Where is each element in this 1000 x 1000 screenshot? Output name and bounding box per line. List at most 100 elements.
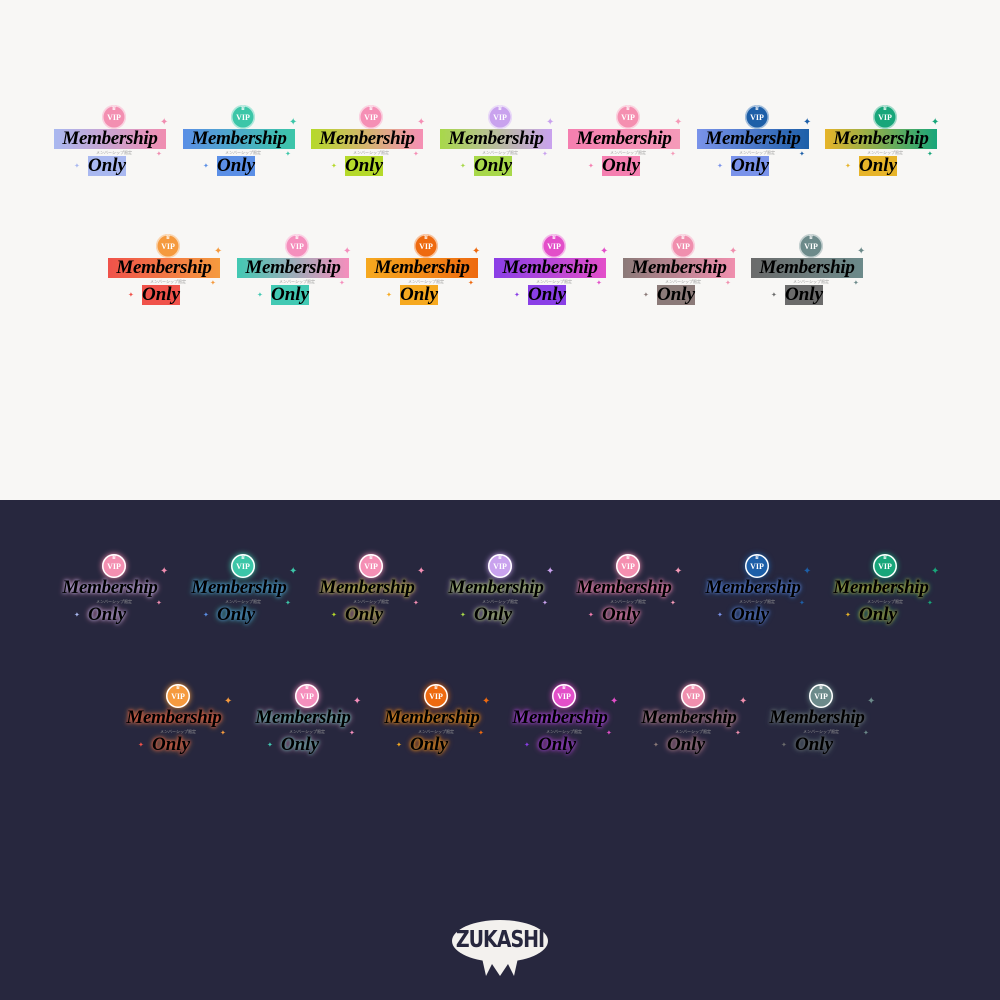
crown-icon: ♛ [433,685,439,691]
sparkle-icon: ✦ [845,162,851,170]
vip-circle-icon: ♛ VIP [488,554,512,578]
membership-text: Membership [311,129,423,149]
sparkle-icon: ✦ [160,566,169,577]
membership-text: Membership [366,258,478,278]
sparkle-icon: ✦ [285,150,291,158]
vip-circle-icon: ♛ VIP [745,554,769,578]
only-text: Only [785,284,823,305]
vip-label: VIP [878,562,892,571]
sparkle-icon: ✦ [289,566,298,577]
only-text: Only [152,734,190,755]
sparkle-icon: ✦ [596,279,602,287]
japanese-subtitle: メンバーシップ限定 [353,150,389,155]
sparkle-icon: ✦ [257,291,263,299]
sparkle-icon: ✦ [546,566,555,577]
sparkle-icon: ✦ [74,162,80,170]
japanese-subtitle: メンバーシップ限定 [793,279,829,284]
sparkle-icon: ✦ [735,729,741,737]
sparkle-icon: ✦ [460,162,466,170]
membership-text: Membership [448,577,544,598]
japanese-subtitle: メンバーシップ限定 [665,279,701,284]
only-text: Only [271,284,309,305]
dark-membership-badge: ♛ VIP Membership メンバーシップ限定 Only ✦ ✦ ✦ [440,554,560,626]
sparkle-icon: ✦ [156,150,162,158]
logo-spikes [482,958,518,976]
vip-label: VIP [804,242,818,251]
sparkle-icon: ✦ [524,741,530,749]
japanese-subtitle: メンバーシップ限定 [610,150,646,155]
sparkle-icon: ✦ [331,162,337,170]
crown-icon: ♛ [625,106,631,112]
sparkle-icon: ✦ [396,741,402,749]
japanese-subtitle: メンバーシップ限定 [418,729,454,734]
light-membership-badge: ♛ VIP Membership メンバーシップ限定 Only ✦ ✦ ✦ [237,234,357,306]
dark-membership-badge: ♛ VIP Membership メンバーシップ限定 Only ✦ ✦ ✦ [183,554,303,626]
membership-text: Membership [54,129,166,149]
japanese-subtitle: メンバーシップ限定 [289,729,325,734]
sparkle-icon: ✦ [203,162,209,170]
vip-circle-icon: ♛ VIP [359,105,383,129]
dark-membership-badge: ♛ VIP Membership メンバーシップ限定 Only ✦ ✦ ✦ [825,554,945,626]
only-text: Only [474,155,512,176]
light-membership-badge: ♛ VIP Membership メンバーシップ限定 Only ✦ ✦ ✦ [108,234,228,306]
membership-text: Membership [319,577,415,598]
japanese-subtitle: メンバーシップ限定 [546,729,582,734]
sparkle-icon: ✦ [339,279,345,287]
japanese-subtitle: メンバーシップ限定 [160,729,196,734]
japanese-subtitle: メンバーシップ限定 [482,150,518,155]
crown-icon: ♛ [754,106,760,112]
crown-icon: ♛ [680,235,686,241]
vip-label: VIP [171,692,185,701]
membership-text: Membership [641,707,737,728]
sparkle-icon: ✦ [867,696,876,707]
vip-label: VIP [878,113,892,122]
sparkle-icon: ✦ [610,696,619,707]
sparkle-icon: ✦ [468,279,474,287]
zukashi-logo: ZUKASHI [452,920,548,976]
sparkle-icon: ✦ [331,611,337,619]
sparkle-icon: ✦ [138,741,144,749]
japanese-subtitle: メンバーシップ限定 [536,279,572,284]
sparkle-icon: ✦ [653,741,659,749]
light-membership-badge: ♛ VIP Membership メンバーシップ限定 Only ✦ ✦ ✦ [54,105,174,177]
vip-circle-icon: ♛ VIP [414,234,438,258]
dark-membership-badge: ♛ VIP Membership メンバーシップ限定 Only ✦ ✦ ✦ [697,554,817,626]
dark-membership-badge: ♛ VIP Membership メンバーシップ限定 Only ✦ ✦ ✦ [376,684,496,756]
membership-text: Membership [705,577,801,598]
only-text: Only [345,604,383,625]
light-membership-badge: ♛ VIP Membership メンバーシップ限定 Only ✦ ✦ ✦ [825,105,945,177]
only-text: Only [88,604,126,625]
light-membership-badge: ♛ VIP Membership メンバーシップ限定 Only ✦ ✦ ✦ [751,234,871,306]
vip-label: VIP [621,113,635,122]
crown-icon: ♛ [561,685,567,691]
sparkle-icon: ✦ [725,279,731,287]
sparkle-icon: ✦ [600,246,609,257]
dark-membership-badge: ♛ VIP Membership メンバーシップ限定 Only ✦ ✦ ✦ [311,554,431,626]
vip-circle-icon: ♛ VIP [102,105,126,129]
membership-text: Membership [384,707,480,728]
membership-text: Membership [751,258,863,278]
sparkle-icon: ✦ [863,729,869,737]
sparkle-icon: ✦ [460,611,466,619]
vip-label: VIP [621,562,635,571]
japanese-subtitle: メンバーシップ限定 [610,599,646,604]
sparkle-icon: ✦ [803,117,812,128]
only-text: Only [538,734,576,755]
light-membership-badge: ♛ VIP Membership メンバーシップ限定 Only ✦ ✦ ✦ [183,105,303,177]
crown-icon: ♛ [882,555,888,561]
sparkle-icon: ✦ [74,611,80,619]
sparkle-icon: ✦ [343,246,352,257]
sparkle-icon: ✦ [606,729,612,737]
vip-circle-icon: ♛ VIP [809,684,833,708]
sparkle-icon: ✦ [781,741,787,749]
sparkle-icon: ✦ [542,599,548,607]
sparkle-icon: ✦ [674,117,683,128]
only-text: Only [281,734,319,755]
sparkle-icon: ✦ [156,599,162,607]
only-text: Only [474,604,512,625]
vip-circle-icon: ♛ VIP [231,105,255,129]
only-text: Only [657,284,695,305]
sparkle-icon: ✦ [224,696,233,707]
japanese-subtitle: メンバーシップ限定 [96,599,132,604]
membership-text: Membership [568,129,680,149]
